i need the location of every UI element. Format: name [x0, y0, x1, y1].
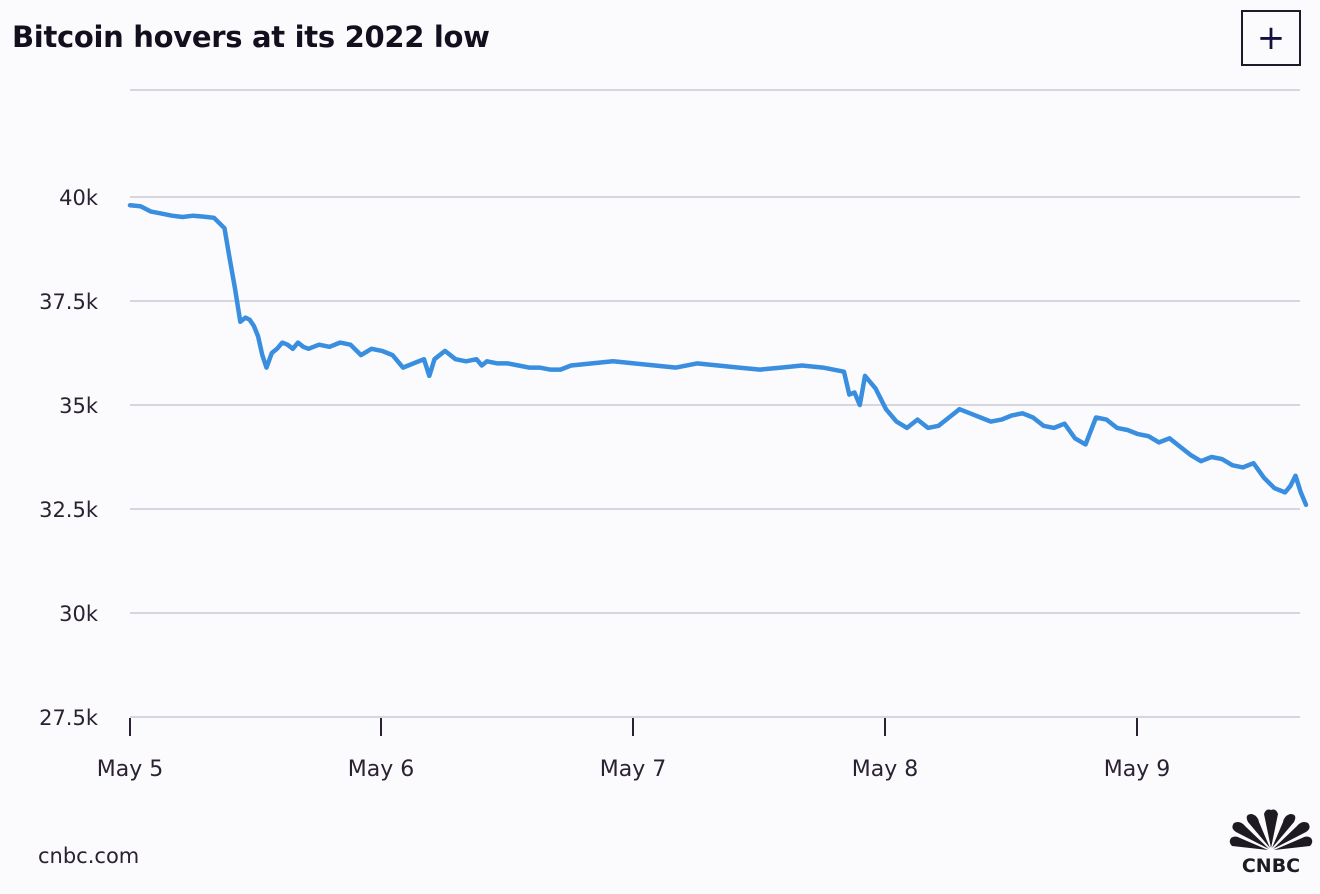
- y-tick-label: 40k: [59, 186, 99, 210]
- gridlines: [130, 89, 1300, 718]
- plus-icon: +: [1256, 18, 1286, 58]
- y-tick-label: 30k: [59, 602, 99, 626]
- y-tick-label: 32.5k: [39, 498, 99, 522]
- x-tick-label: May 9: [1104, 757, 1170, 782]
- chart-title: Bitcoin hovers at its 2022 low: [12, 20, 490, 54]
- y-tick-label: 27.5k: [39, 706, 99, 730]
- svg-text:CNBC: CNBC: [1242, 855, 1300, 876]
- x-tick-label: May 8: [852, 757, 918, 782]
- x-tick-label: May 5: [97, 757, 163, 782]
- x-tick-label: May 7: [600, 757, 666, 782]
- x-tick-label: May 6: [348, 757, 414, 782]
- y-tick-label: 35k: [59, 394, 99, 418]
- source-label: cnbc.com: [38, 844, 140, 868]
- cnbc-peacock-logo-icon: CNBC: [1229, 809, 1313, 876]
- y-tick-label: 37.5k: [39, 290, 99, 314]
- y-axis: 27.5k 30k 32.5k 35k 37.5k 40k: [39, 186, 99, 730]
- expand-button[interactable]: +: [1241, 10, 1301, 66]
- x-axis: May 5 May 6 May 7 May 8 May 9: [97, 718, 1170, 782]
- price-line: [127, 203, 1309, 508]
